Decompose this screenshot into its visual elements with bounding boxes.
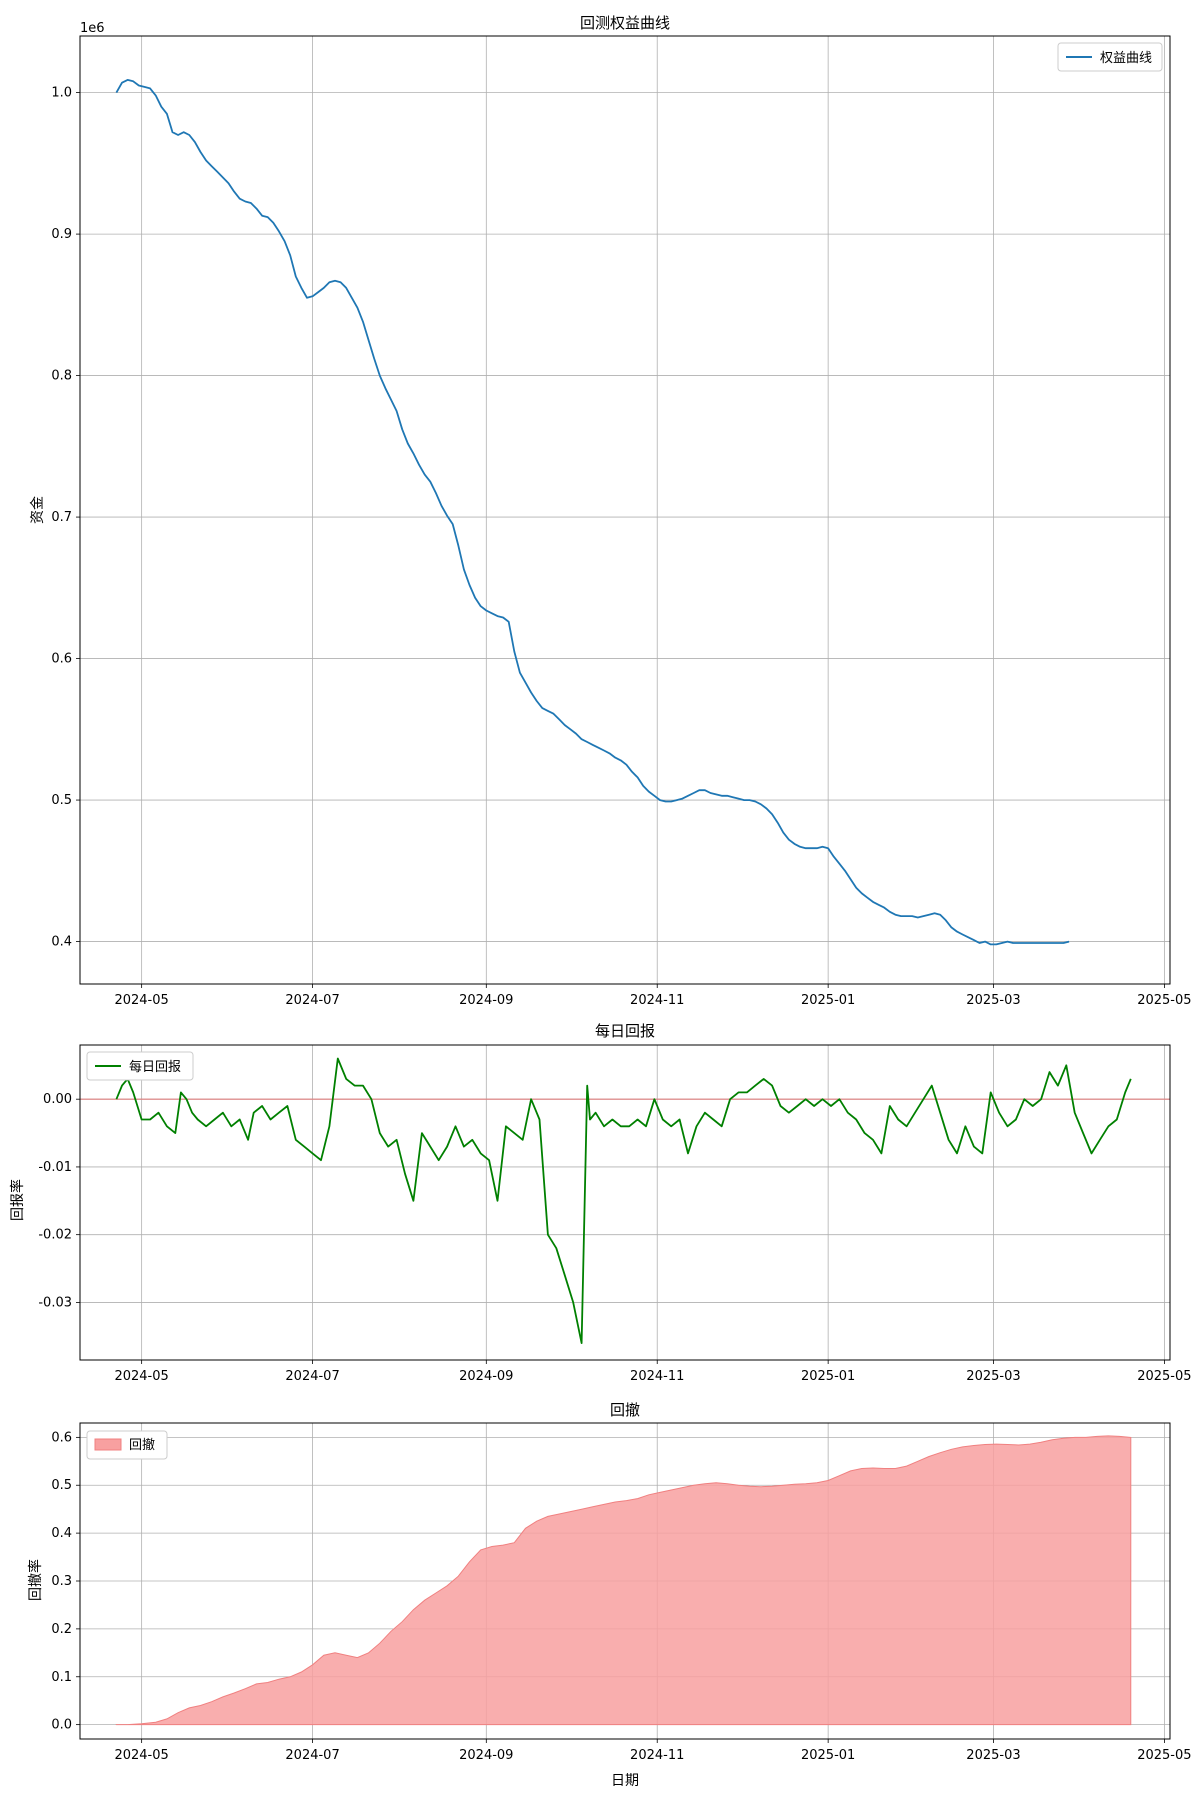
y-tick-label: 0.1 (51, 1670, 72, 1685)
y-tick-label: 0.00 (43, 1092, 72, 1107)
equity-title: 回测权益曲线 (580, 14, 670, 32)
y-tick-label: -0.03 (38, 1295, 72, 1310)
returns-legend: 每日回报 (87, 1052, 193, 1080)
y-tick-label: 0.5 (51, 793, 72, 808)
x-tick-label: 2024-05 (114, 1369, 168, 1384)
x-tick-label: 2025-05 (1137, 1369, 1191, 1384)
x-tick-label: 2025-01 (801, 1748, 855, 1763)
y-tick-label: 0.0 (51, 1718, 72, 1733)
returns-series-line (116, 1059, 1130, 1344)
y-tick-label: -0.01 (38, 1160, 72, 1175)
y-tick-label: 0.9 (51, 227, 72, 242)
drawdown-area (116, 1436, 1130, 1725)
equity-ylabel: 资金 (30, 496, 46, 524)
x-tick-label: 2025-03 (966, 1369, 1020, 1384)
equity-series-line (116, 80, 1069, 945)
x-tick-label: 2024-09 (459, 1748, 513, 1763)
y-tick-label: 0.8 (51, 369, 72, 384)
drawdown-legend-label: 回撤 (129, 1437, 155, 1453)
drawdown-legend-swatch (95, 1439, 121, 1450)
equity-offset-text: 1e6 (80, 21, 105, 36)
y-tick-label: 0.4 (51, 935, 72, 950)
drawdown-legend: 回撤 (87, 1431, 167, 1459)
y-tick-label: 0.5 (51, 1478, 72, 1493)
y-tick-label: -0.02 (38, 1228, 72, 1243)
x-tick-label: 2024-07 (285, 1748, 339, 1763)
returns-panel: 每日回报 回报率 2024-05 2024-07 2024-09 2024-11 202… (9, 1022, 1192, 1384)
y-tick-label: 0.6 (51, 652, 72, 667)
x-tick-label: 2025-03 (966, 993, 1020, 1008)
returns-title: 每日回报 (595, 1022, 655, 1040)
x-tick-label: 2025-01 (801, 1369, 855, 1384)
x-tick-label: 2024-11 (630, 993, 684, 1008)
drawdown-panel: 回撤 回撤率 日期 2024-05 2024-07 2024-09 2024-11 20… (27, 1401, 1192, 1789)
y-tick-label: 0.6 (51, 1430, 72, 1445)
x-tick-label: 2024-09 (459, 1369, 513, 1384)
equity-legend: 权益曲线 (1058, 43, 1162, 71)
y-tick-label: 0.7 (51, 510, 72, 525)
equity-axes-frame (80, 36, 1170, 984)
equity-panel: 回测权益曲线 1e6 资金 2024-05 2024-07 2024-09 2024-… (30, 14, 1192, 1008)
y-tick-label: 0.2 (51, 1622, 72, 1637)
returns-legend-label: 每日回报 (129, 1059, 181, 1075)
x-tick-label: 2024-07 (285, 1369, 339, 1384)
y-tick-label: 1.0 (51, 86, 72, 101)
x-tick-label: 2024-11 (630, 1748, 684, 1763)
x-tick-label: 2024-05 (114, 1748, 168, 1763)
x-tick-label: 2024-07 (285, 993, 339, 1008)
x-tick-label: 2024-11 (630, 1369, 684, 1384)
x-tick-label: 2025-05 (1137, 993, 1191, 1008)
x-tick-label: 2024-05 (114, 993, 168, 1008)
y-tick-label: 0.4 (51, 1526, 72, 1541)
returns-ylabel: 回报率 (9, 1179, 26, 1221)
returns-axes-frame (80, 1045, 1170, 1360)
drawdown-ylabel: 回撤率 (27, 1559, 44, 1601)
x-tick-label: 2025-01 (801, 993, 855, 1008)
x-tick-label: 2024-09 (459, 993, 513, 1008)
drawdown-title: 回撤 (610, 1401, 640, 1419)
drawdown-xlabel: 日期 (611, 1773, 639, 1789)
equity-legend-label: 权益曲线 (1100, 50, 1152, 66)
y-tick-label: 0.3 (51, 1574, 72, 1589)
x-tick-label: 2025-03 (966, 1748, 1020, 1763)
x-tick-label: 2025-05 (1137, 1748, 1191, 1763)
